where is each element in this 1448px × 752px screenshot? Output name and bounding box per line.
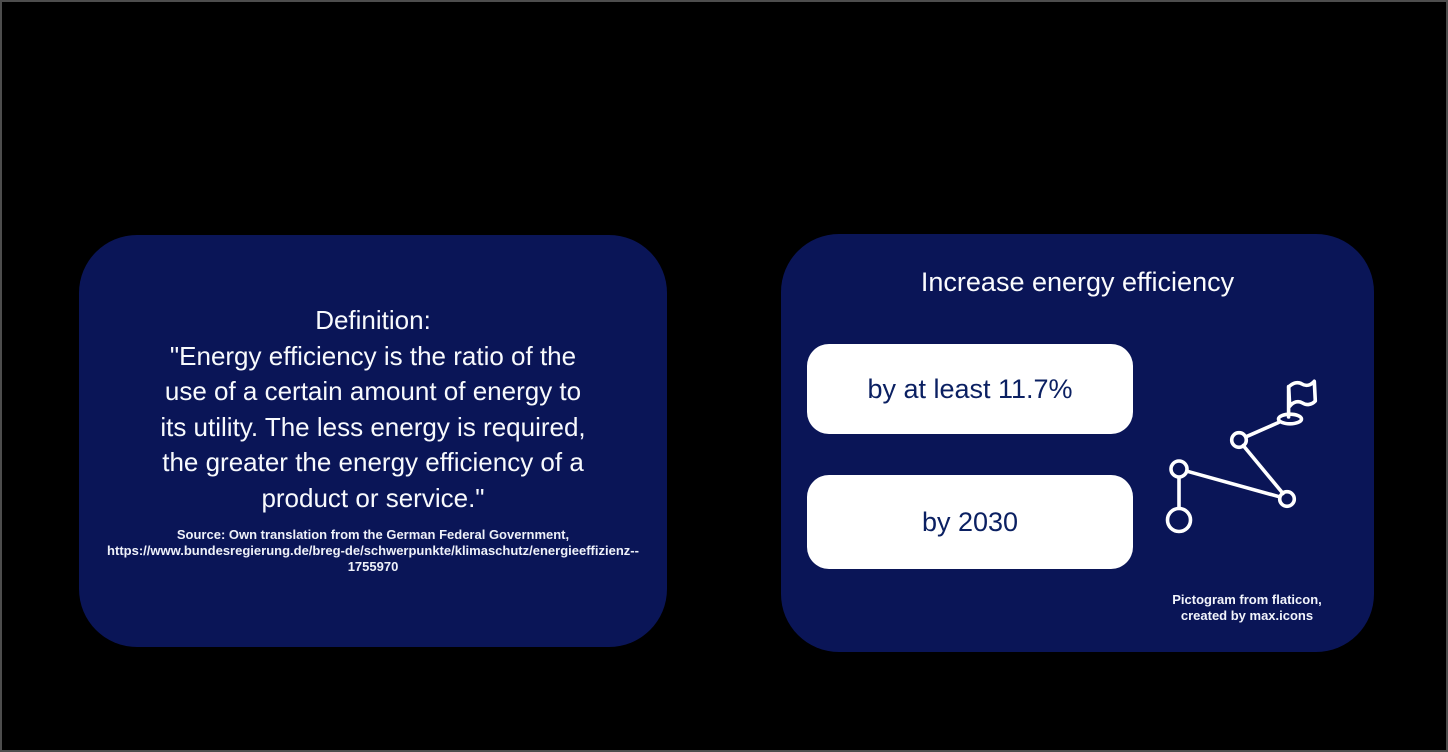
route-waypoint-node	[1169, 459, 1189, 479]
route-waypoint-node	[1277, 489, 1297, 509]
route-flag-icon	[1165, 379, 1318, 534]
definition-quote: "Energy efficiency is the ratio of the u…	[160, 340, 586, 513]
target-card: Increase energy efficiency by at least 1…	[781, 234, 1374, 652]
source-citation: Source: Own translation from the German …	[107, 527, 639, 574]
target-pill-percentage: by at least 11.7%	[807, 344, 1133, 434]
flag-banner	[1286, 379, 1318, 409]
definition-text-block: Definition: "Energy efficiency is the ra…	[107, 303, 639, 516]
route-start-node	[1165, 506, 1193, 534]
pill-label: by at least 11.7%	[867, 373, 1073, 404]
target-pill-year: by 2030	[807, 475, 1133, 569]
icon-attribution: Pictogram from flaticon, created by max.…	[1172, 592, 1322, 623]
route-waypoint-node	[1229, 430, 1249, 450]
definition-heading: Definition:	[315, 305, 431, 335]
definition-card: Definition: "Energy efficiency is the ra…	[79, 235, 667, 647]
pill-label: by 2030	[921, 506, 1019, 537]
target-card-title: Increase energy efficiency	[920, 267, 1235, 297]
